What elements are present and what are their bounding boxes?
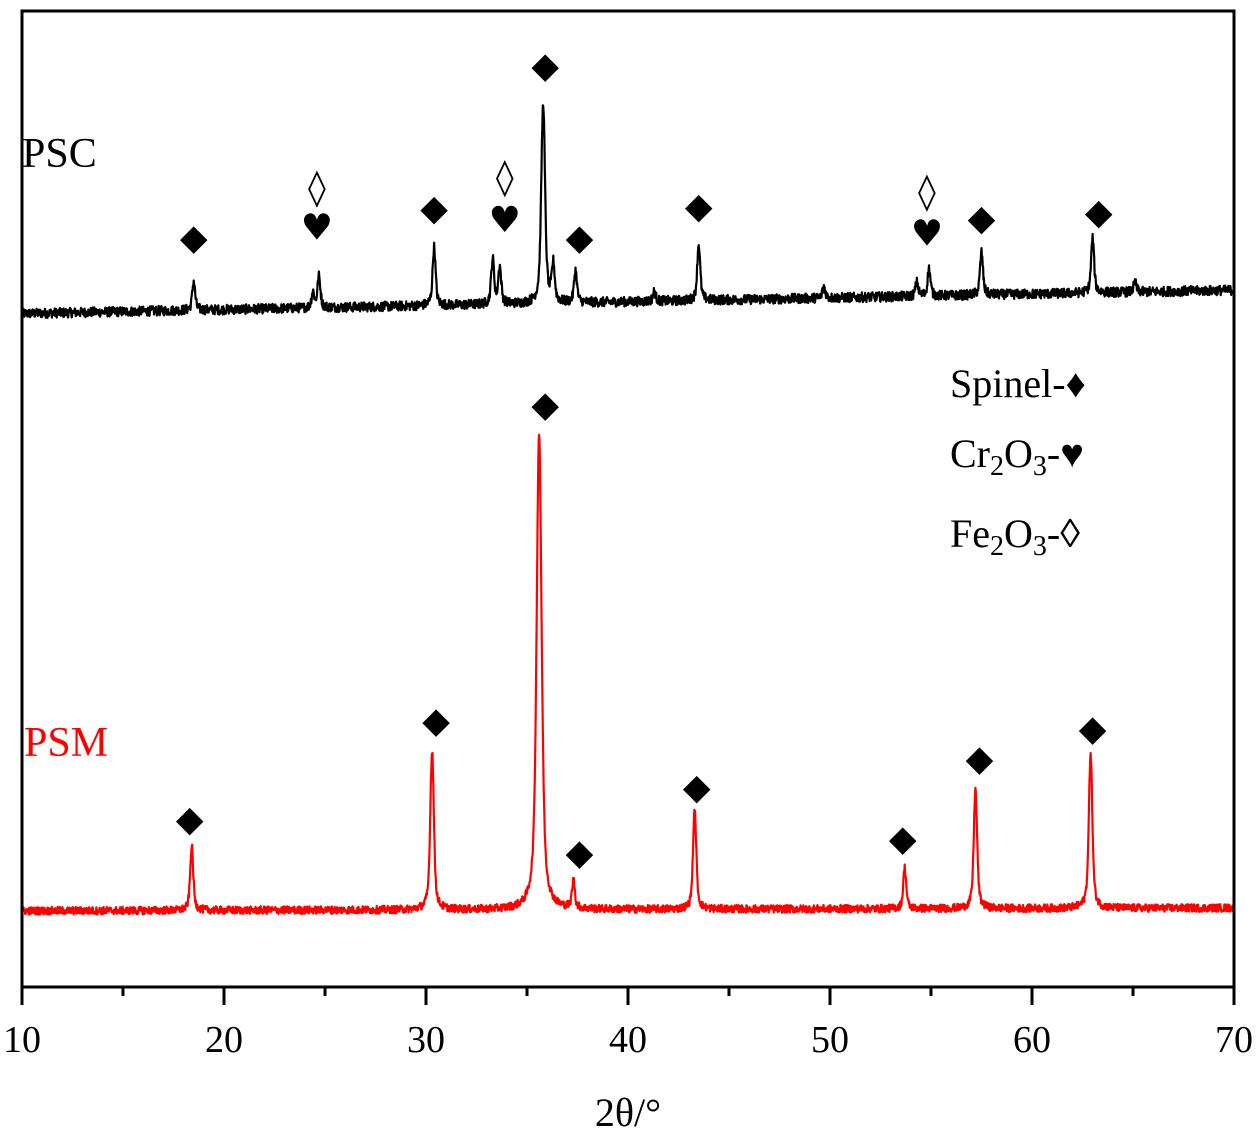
legend-fe2o3-sub: 3	[1032, 531, 1047, 562]
legend-spinel-label: Spinel-	[950, 361, 1066, 406]
cr2o3-marker: ♥	[489, 200, 521, 241]
x-tick-label: 50	[811, 1019, 849, 1061]
diamond-filled-icon: ♦	[1065, 361, 1086, 406]
series-line-psm	[21, 433, 1236, 916]
x-axis-label: 2θ/°	[595, 1090, 661, 1135]
plot-frame	[20, 9, 1236, 989]
x-tick-label: 30	[407, 1019, 445, 1061]
series-line-psc	[20, 104, 1236, 319]
diamond-outline-icon: ◊	[1060, 511, 1080, 556]
legend-cr2o3-text: -	[1046, 431, 1061, 476]
spinel-marker: ◆	[420, 188, 448, 229]
spinel-marker: ◆	[685, 186, 713, 227]
spinel-marker: ◆	[683, 767, 711, 808]
spinel-marker: ◆	[889, 819, 917, 860]
spinel-marker: ◆	[422, 701, 450, 742]
spinel-marker: ◆	[566, 217, 594, 258]
legend-cr2o3-sub: 2	[990, 451, 1004, 482]
series-label-psm: PSM	[24, 720, 109, 766]
fe2o3-marker: ◊	[918, 172, 936, 213]
spinel-marker: ◆	[566, 832, 594, 873]
cr2o3-marker: ♥	[301, 208, 333, 249]
spinel-marker: ◆	[1079, 708, 1107, 749]
legend-fe2o3-text: Fe	[950, 511, 990, 556]
spinel-marker: ◆	[966, 739, 994, 780]
heart-icon: ♥	[1060, 431, 1084, 476]
x-tick-label: 60	[1013, 1019, 1051, 1061]
spinel-marker: ◆	[968, 198, 996, 239]
legend-cr2o3-sub: 3	[1032, 451, 1047, 482]
cr2o3-marker: ♥	[911, 214, 943, 255]
spinel-marker: ◆	[1085, 192, 1113, 233]
legend-cr2o3-text: Cr	[950, 431, 990, 476]
legend-fe2o3-text: -	[1046, 511, 1061, 556]
x-tick-label: 20	[205, 1019, 243, 1061]
legend-cr2o3-text: O	[1004, 431, 1033, 476]
series-label-psc: PSC	[22, 131, 97, 177]
legend-fe2o3: Fe2O3-◊	[950, 511, 1080, 561]
x-tick-label: 40	[609, 1019, 647, 1061]
fe2o3-marker: ◊	[308, 168, 326, 209]
legend-fe2o3-text: O	[1004, 511, 1033, 556]
spinel-marker: ◆	[531, 384, 559, 425]
spinel-marker: ◆	[180, 217, 208, 258]
x-tick-label: 70	[1215, 1019, 1253, 1061]
spinel-marker: ◆	[176, 799, 204, 840]
spinel-marker: ◆	[531, 46, 559, 87]
legend-spinel: Spinel-♦	[950, 364, 1086, 404]
legend-fe2o3-sub: 2	[990, 531, 1004, 562]
fe2o3-marker: ◊	[496, 157, 514, 198]
legend-cr2o3: Cr2O3-♥	[950, 431, 1084, 481]
x-tick-label: 10	[3, 1019, 41, 1061]
